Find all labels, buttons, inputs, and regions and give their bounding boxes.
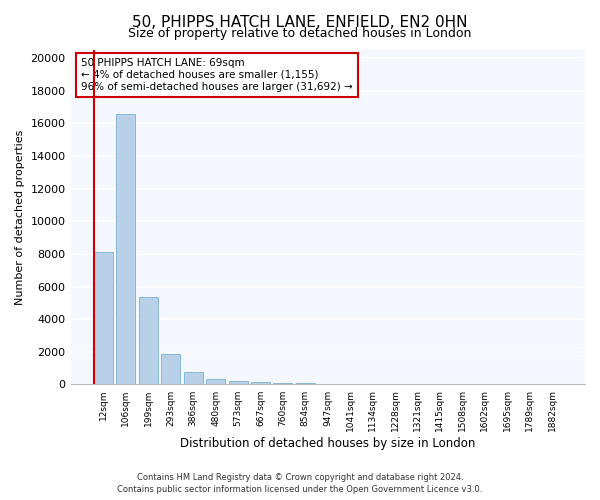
Bar	[161, 354, 180, 384]
Bar	[274, 382, 292, 384]
Text: 50 PHIPPS HATCH LANE: 69sqm
← 4% of detached houses are smaller (1,155)
96% of s: 50 PHIPPS HATCH LANE: 69sqm ← 4% of deta…	[81, 58, 353, 92]
Bar	[206, 378, 225, 384]
Bar	[229, 380, 248, 384]
Text: Size of property relative to detached houses in London: Size of property relative to detached ho…	[128, 28, 472, 40]
Y-axis label: Number of detached properties: Number of detached properties	[15, 130, 25, 305]
Bar	[94, 252, 113, 384]
Bar	[251, 382, 270, 384]
Text: Contains HM Land Registry data © Crown copyright and database right 2024.
Contai: Contains HM Land Registry data © Crown c…	[118, 472, 482, 494]
Text: 50, PHIPPS HATCH LANE, ENFIELD, EN2 0HN: 50, PHIPPS HATCH LANE, ENFIELD, EN2 0HN	[132, 15, 468, 30]
Bar	[184, 372, 203, 384]
Bar	[139, 297, 158, 384]
X-axis label: Distribution of detached houses by size in London: Distribution of detached houses by size …	[180, 437, 475, 450]
Bar	[296, 383, 315, 384]
Bar	[116, 114, 136, 384]
